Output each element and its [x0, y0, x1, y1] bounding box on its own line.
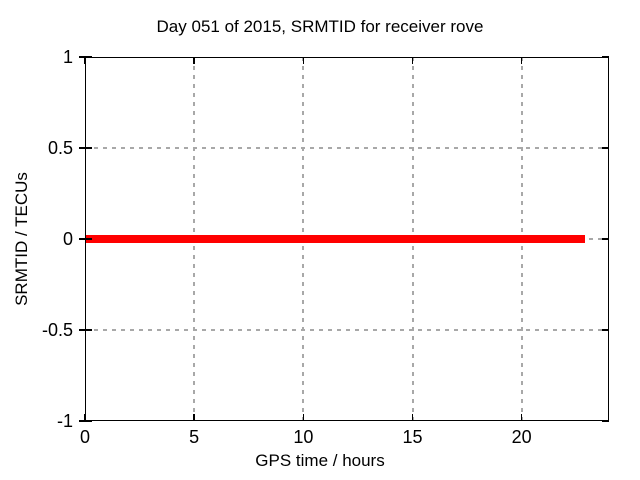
- x-tick-label: 0: [79, 427, 91, 447]
- y-tick-right: [602, 329, 609, 331]
- x-axis-label: GPS time / hours: [255, 451, 385, 470]
- y-gridline: [85, 147, 609, 149]
- x-tick-label: 5: [189, 427, 200, 447]
- x-tick-top: [84, 57, 86, 64]
- plot-area: [79, 56, 609, 422]
- y-tick-right: [602, 420, 609, 422]
- x-tick-bottom: [411, 414, 414, 421]
- x-tick-bottom: [193, 414, 195, 421]
- series-line-srmtid: [85, 235, 585, 243]
- y-axis-label: SRMTID / TECUs: [12, 172, 31, 306]
- x-tick-bottom: [302, 414, 305, 421]
- y-tick-label: 1: [62, 47, 73, 67]
- x-tick-top: [302, 57, 305, 64]
- y-gridline: [85, 329, 609, 331]
- y-tick-left: [79, 238, 92, 240]
- chart-title: Day 051 of 2015, SRMTID for receiver rov…: [156, 17, 484, 36]
- y-tick-left: [79, 147, 92, 149]
- y-tick-left: [79, 420, 92, 422]
- y-tick-left: [79, 56, 92, 58]
- x-tick-label: 10: [293, 427, 314, 447]
- x-tick-top: [520, 57, 523, 64]
- y-tick-label: -1: [56, 411, 73, 431]
- y-tick-label: -0.5: [41, 320, 73, 340]
- y-tick-label: 0.5: [47, 138, 73, 158]
- y-tick-label: 0: [62, 229, 73, 249]
- y-tick-right: [602, 56, 609, 58]
- x-tick-label: 20: [511, 427, 532, 447]
- y-tick-left: [79, 329, 92, 331]
- x-tick-label: 15: [402, 427, 423, 447]
- x-tick-top: [193, 57, 195, 64]
- y-tick-right: [602, 238, 609, 240]
- x-tick-top: [411, 57, 414, 64]
- y-tick-right: [602, 147, 609, 149]
- x-tick-bottom: [520, 414, 523, 421]
